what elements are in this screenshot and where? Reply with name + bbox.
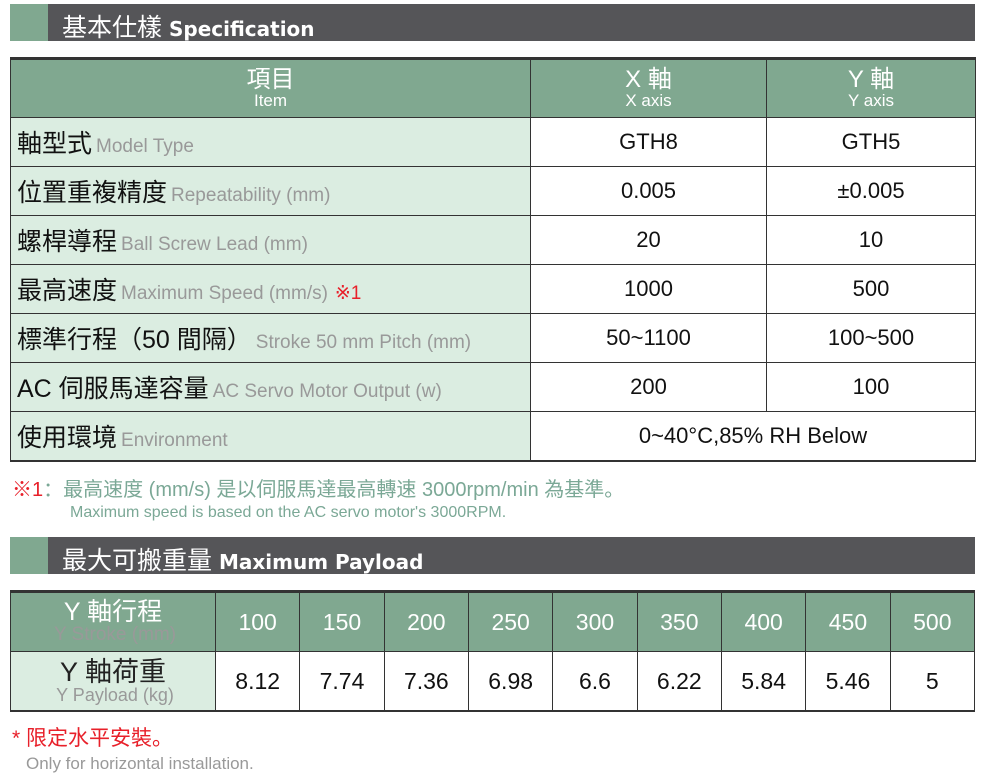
header-en: Y axis	[848, 91, 894, 110]
title-accent-block	[10, 537, 48, 574]
spec-section-title: 基本仕樣 Specification	[62, 8, 315, 44]
label-en: Y Payload (kg)	[56, 684, 174, 705]
spec-row: 最高速度 Maximum Speed (mm/s) ※1 1000 500	[10, 264, 976, 314]
payload-row: Y 軸荷重 Y Payload (kg) 8.12 7.74 7.36 6.98 6.6 6…	[10, 651, 976, 712]
footnote-1: ※1：最高速度 (mm/s) 是以伺服馬達最高轉速 3000rpm/min 為基…	[12, 473, 624, 522]
row-label-zh: 標準行程（50 間隔）	[17, 326, 252, 354]
footnote-zh: 限定水平安裝。	[26, 727, 174, 750]
payload-table: Y 軸行程 Y Stroke (mm) 100 150 200 250 300 350 400…	[10, 590, 976, 712]
row-label: 螺桿導程 Ball Screw Lead (mm)	[10, 215, 531, 265]
footnote-en: Only for horizontal installation.	[26, 754, 254, 773]
row-label-en: Model Type	[96, 136, 194, 157]
header-zh: 項目	[246, 66, 295, 93]
spec-section-title-bar: 基本仕樣 Specification	[10, 4, 975, 44]
row-label-zh: 位置重複精度	[17, 179, 168, 207]
footnote-en: Maximum speed is based on the AC servo m…	[70, 504, 507, 521]
payload-cell: 5.46	[805, 651, 891, 712]
stroke-cell: 400	[720, 591, 807, 652]
spec-row: 標準行程（50 間隔） Stroke 50 mm Pitch (mm) 50~110…	[10, 313, 976, 363]
cell-x-axis: 1000	[530, 264, 767, 314]
row-label-en: Environment	[121, 430, 228, 451]
header-en: X axis	[625, 91, 672, 110]
row-label: AC 伺服馬達容量 AC Servo Motor Output (w)	[10, 362, 531, 412]
stroke-cell: 150	[299, 591, 385, 652]
footnote-mark: ※1	[12, 479, 44, 501]
stroke-cell: 450	[805, 591, 891, 652]
payload-section-title: 最大可搬重量 Maximum Payload	[62, 541, 423, 577]
row-label: 使用環境 Environment	[10, 411, 531, 462]
cell-y-axis: ±0.005	[766, 166, 976, 216]
row-label-en: Repeatability (mm)	[171, 185, 331, 206]
spec-row: 位置重複精度 Repeatability (mm) 0.005 ±0.005	[10, 166, 976, 216]
row-label-en: Maximum Speed (mm/s)	[121, 283, 328, 304]
footnote-sep: ：	[43, 479, 64, 501]
spec-row: 螺桿導程 Ball Screw Lead (mm) 20 10	[10, 215, 976, 265]
cell-y-axis: GTH5	[766, 117, 976, 167]
payload-cell: 7.74	[299, 651, 385, 712]
row-label: 位置重複精度 Repeatability (mm)	[10, 166, 531, 216]
label-en: Y Stroke (mm)	[53, 624, 177, 645]
stroke-row: Y 軸行程 Y Stroke (mm) 100 150 200 250 300 350 400…	[10, 591, 976, 652]
stroke-cell: 250	[467, 591, 554, 652]
row-label-zh: 最高速度	[17, 277, 118, 305]
stroke-cell: 100	[214, 591, 301, 652]
label-zh: Y 軸行程	[63, 598, 163, 626]
title-zh: 最大可搬重量	[62, 547, 213, 575]
cell-y-axis: 100~500	[766, 313, 976, 363]
row-label-zh: 使用環境	[17, 424, 118, 452]
payload-cell: 8.12	[214, 651, 301, 712]
cell-x-axis: 0.005	[530, 166, 767, 216]
row-label: 軸型式 Model Type	[10, 117, 531, 167]
header-zh: X 軸	[625, 66, 672, 93]
cell-x-axis: GTH8	[530, 117, 767, 167]
row-label-en: AC Servo Motor Output (w)	[212, 381, 442, 402]
payload-cell: 5.84	[720, 651, 807, 712]
footnote-ref: ※1	[334, 283, 362, 304]
spec-row: 使用環境 Environment 0~40°C,85% RH Below	[10, 411, 976, 462]
row-label-zh: 螺桿導程	[17, 228, 118, 256]
cell-x-axis: 50~1100	[530, 313, 767, 363]
cell-both-axes: 0~40°C,85% RH Below	[530, 411, 976, 462]
stroke-cell: 200	[383, 591, 469, 652]
row-label-zh: AC 伺服馬達容量	[17, 375, 209, 403]
cell-y-axis: 100	[766, 362, 976, 412]
spec-row: AC 伺服馬達容量 AC Servo Motor Output (w) 200 100	[10, 362, 976, 412]
cell-y-axis: 10	[766, 215, 976, 265]
title-en: Specification	[168, 17, 315, 41]
footnote-zh: 最高速度 (mm/s) 是以伺服馬達最高轉速 3000rpm/min 為基準。	[63, 479, 625, 501]
title-accent-block	[10, 4, 48, 41]
row-label: 標準行程（50 間隔） Stroke 50 mm Pitch (mm)	[10, 313, 531, 363]
header-item: 項目 Item	[10, 58, 531, 118]
payload-cell: 6.22	[636, 651, 722, 712]
cell-y-axis: 500	[766, 264, 976, 314]
title-en: Maximum Payload	[218, 550, 424, 574]
spec-row: 軸型式 Model Type GTH8 GTH5	[10, 117, 976, 167]
label-zh: Y 軸荷重	[59, 656, 167, 687]
row-label-zh: 軸型式	[17, 130, 93, 158]
header-en: Item	[253, 91, 288, 110]
stroke-cell: 350	[636, 591, 722, 652]
payload-cell: 7.36	[383, 651, 469, 712]
footnote-mark: *	[12, 727, 21, 750]
cell-x-axis: 200	[530, 362, 767, 412]
cell-x-axis: 20	[530, 215, 767, 265]
stroke-cell: 300	[552, 591, 638, 652]
payload-label: Y 軸荷重 Y Payload (kg)	[10, 651, 216, 712]
row-label-en: Stroke 50 mm Pitch (mm)	[255, 332, 472, 353]
row-label-en: Ball Screw Lead (mm)	[121, 234, 308, 255]
payload-section-title-bar: 最大可搬重量 Maximum Payload	[10, 537, 975, 577]
stroke-label: Y 軸行程 Y Stroke (mm)	[10, 591, 216, 652]
footnote-2: * 限定水平安裝。 Only for horizontal installati…	[12, 722, 254, 774]
payload-cell: 6.98	[467, 651, 554, 712]
payload-cell: 6.6	[552, 651, 638, 712]
stroke-cell: 500	[889, 591, 976, 652]
title-zh: 基本仕樣	[62, 14, 163, 42]
header-zh: Y 軸	[847, 66, 895, 93]
row-label: 最高速度 Maximum Speed (mm/s) ※1	[10, 264, 531, 314]
payload-cell: 5	[889, 651, 976, 712]
